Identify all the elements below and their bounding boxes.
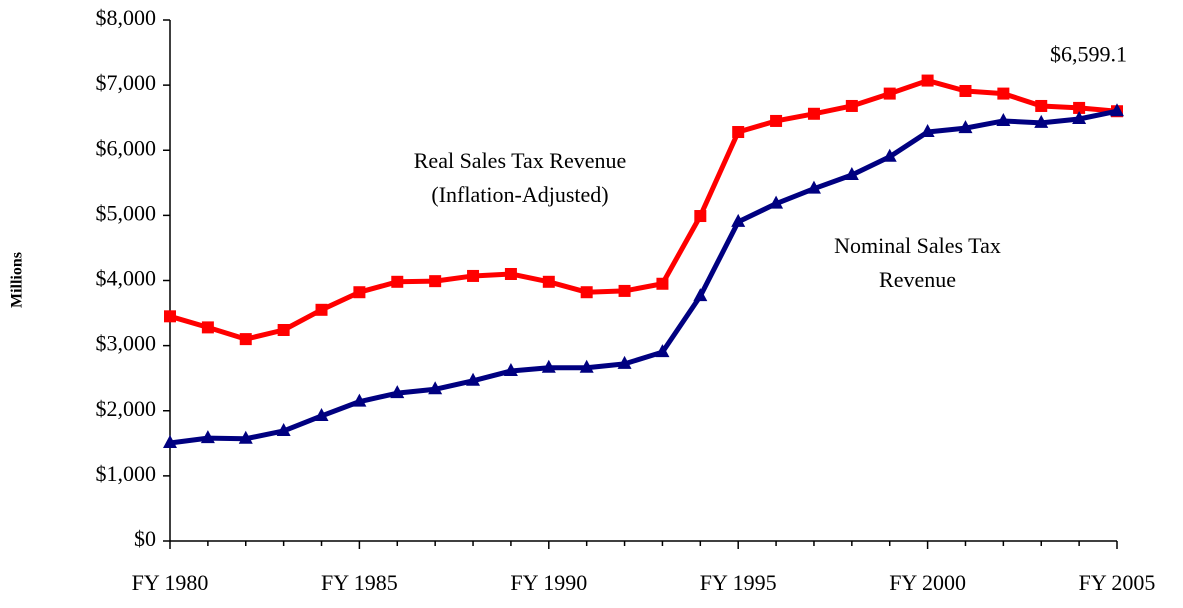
marker	[542, 275, 555, 288]
marker	[580, 286, 593, 299]
marker	[807, 107, 820, 120]
marker	[466, 372, 481, 386]
marker	[694, 210, 707, 223]
marker	[163, 434, 177, 448]
y-tick-label: $4,000	[96, 266, 157, 291]
x-tick-label: FY 1995	[700, 570, 777, 595]
marker	[239, 333, 252, 346]
data-label: $6,599.1	[1050, 41, 1127, 66]
x-tick-label: FY 2000	[889, 570, 966, 595]
x-tick-label: FY 2005	[1079, 570, 1156, 595]
marker	[769, 195, 784, 209]
marker	[238, 430, 253, 444]
marker	[958, 120, 973, 134]
marker	[200, 430, 215, 444]
marker	[1034, 114, 1049, 128]
y-tick-label: $8,000	[96, 5, 157, 30]
marker	[655, 344, 670, 358]
x-tick-label: FY 1985	[321, 570, 398, 595]
marker	[845, 99, 858, 112]
marker	[276, 422, 291, 436]
marker	[429, 275, 442, 288]
series-label: Real Sales Tax Revenue (Inflation-Adjust…	[413, 148, 627, 207]
series-line	[169, 78, 1118, 342]
marker	[882, 148, 897, 162]
marker	[883, 87, 896, 100]
y-tick-label: $1,000	[96, 461, 157, 486]
marker	[390, 385, 405, 399]
marker	[467, 269, 480, 282]
marker	[656, 277, 669, 290]
marker	[618, 284, 631, 297]
x-tick-label: FY 1990	[510, 570, 587, 595]
marker	[353, 286, 366, 299]
marker	[504, 267, 517, 280]
marker	[770, 114, 783, 127]
marker	[1073, 101, 1086, 114]
y-tick-label: $7,000	[96, 70, 157, 95]
y-tick-label: $0	[134, 526, 156, 551]
x-tick-label: FY 1980	[132, 570, 209, 595]
marker	[579, 359, 594, 373]
y-tick-label: $3,000	[96, 331, 157, 356]
marker	[164, 310, 176, 323]
marker	[352, 393, 367, 407]
marker	[806, 180, 821, 194]
marker	[844, 166, 859, 180]
marker	[1072, 110, 1087, 124]
marker	[997, 87, 1010, 100]
marker	[503, 363, 518, 377]
marker	[391, 275, 404, 288]
marker	[996, 112, 1011, 126]
y-tick-label: $5,000	[96, 200, 157, 225]
y-tick-label: $6,000	[96, 135, 157, 160]
marker	[617, 355, 632, 369]
marker	[921, 74, 934, 87]
marker	[1035, 99, 1048, 112]
marker	[315, 303, 328, 316]
marker	[731, 213, 746, 227]
marker	[732, 126, 745, 139]
marker	[428, 381, 443, 395]
marker	[314, 407, 329, 421]
y-axis-title: Millions	[9, 252, 26, 308]
marker	[693, 288, 708, 302]
marker	[201, 321, 214, 334]
y-tick-label: $2,000	[96, 396, 157, 421]
marker	[1110, 103, 1124, 117]
marker	[920, 124, 935, 138]
marker	[277, 323, 290, 336]
series-line	[169, 108, 1118, 446]
marker	[541, 359, 556, 373]
marker	[959, 84, 972, 97]
series-label: Nominal Sales Tax Revenue	[834, 233, 1001, 292]
